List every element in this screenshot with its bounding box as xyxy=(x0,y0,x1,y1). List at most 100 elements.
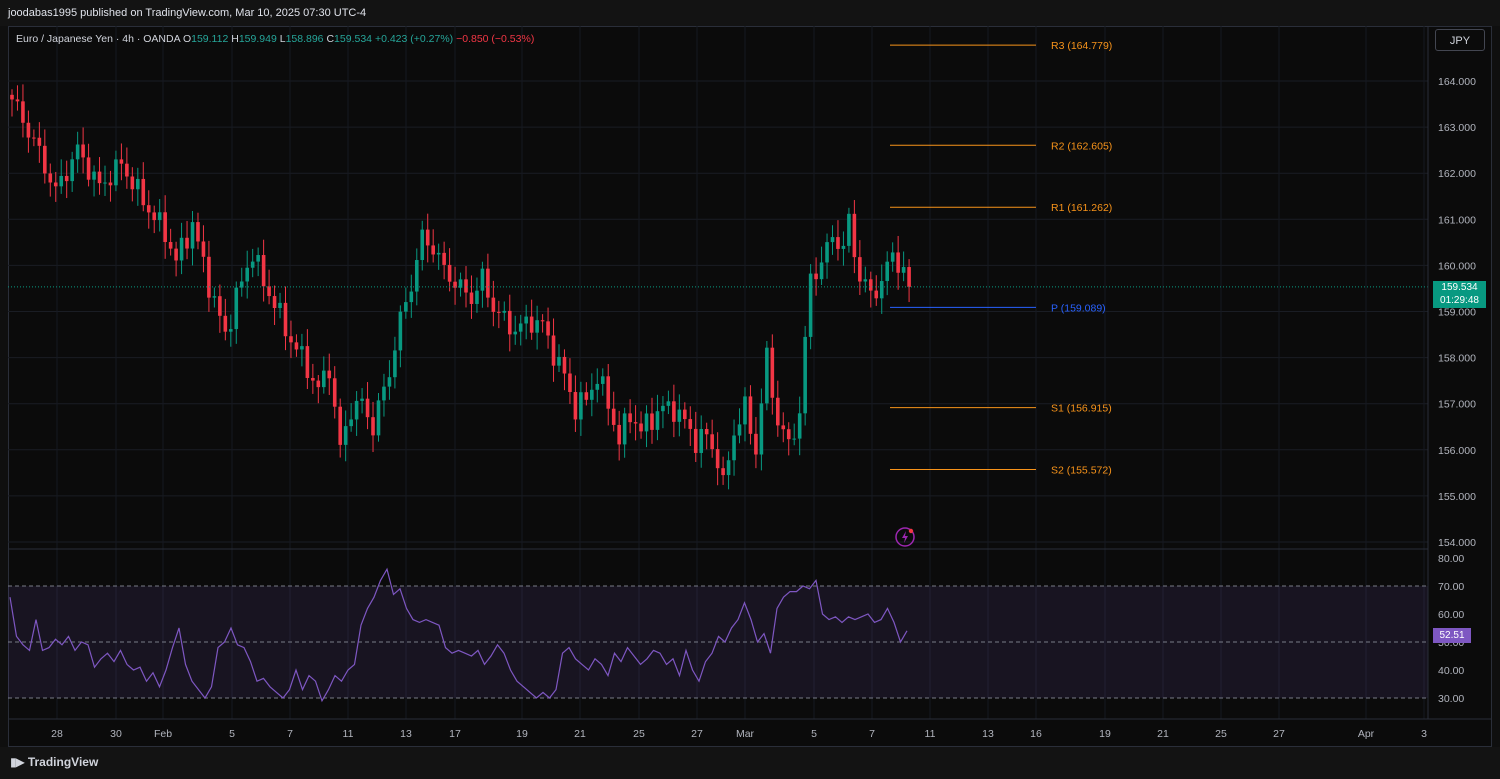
candle-body xyxy=(819,262,824,280)
candle-body xyxy=(475,290,479,304)
price-tick-label: 160.000 xyxy=(1438,260,1476,272)
candle-body xyxy=(365,398,370,418)
candle-body xyxy=(852,213,857,258)
candle-body xyxy=(529,316,534,333)
candle-body xyxy=(185,237,189,249)
price-axis: 164.000 163.000 162.000 161.000 160.000 159.0… xyxy=(1438,76,1476,549)
candle-body xyxy=(507,310,512,335)
candle-body xyxy=(163,212,167,243)
time-tick-label: 11 xyxy=(925,728,936,740)
candle-body xyxy=(425,229,430,246)
candle-body xyxy=(376,400,381,436)
symbol-name[interactable]: Euro / Japanese Yen · 4h · OANDA xyxy=(16,33,181,45)
time-tick-label: 17 xyxy=(449,728,461,740)
low-label: L xyxy=(279,33,286,45)
candle-body xyxy=(179,237,184,261)
candle-body xyxy=(59,175,64,187)
candle-body xyxy=(497,311,501,313)
candle-body xyxy=(814,273,818,280)
candle-body xyxy=(53,182,58,187)
last-price-tag: 159.534 01:29:48 xyxy=(1433,281,1486,308)
candle-body xyxy=(568,373,572,393)
candle-body xyxy=(535,320,539,333)
time-tick-label: 30 xyxy=(110,728,122,740)
candle-body xyxy=(136,178,140,190)
candle-body xyxy=(480,268,485,291)
candle-body xyxy=(21,101,25,123)
rsi-tick-label: 40.00 xyxy=(1438,665,1464,677)
candle-body xyxy=(332,378,337,407)
candle-body xyxy=(229,329,233,332)
tradingview-brand[interactable]: ▮▶ TradingView xyxy=(10,755,98,769)
candle-body xyxy=(546,321,550,336)
candle-body xyxy=(103,182,107,184)
candle-body xyxy=(97,171,102,184)
candle-body xyxy=(32,137,36,139)
candle-body xyxy=(611,408,616,425)
rsi-tick-label: 30.00 xyxy=(1438,693,1464,705)
candle-body xyxy=(436,252,441,255)
candle-body xyxy=(590,389,594,400)
candle-body xyxy=(256,255,260,262)
time-tick-label: 21 xyxy=(1157,728,1169,740)
candle-body xyxy=(721,468,725,476)
candle-body xyxy=(10,94,14,100)
close-label: C xyxy=(326,33,335,45)
price-tick-label: 164.000 xyxy=(1438,76,1476,88)
flash-icon[interactable] xyxy=(895,527,915,547)
close-value: 159.534 xyxy=(334,33,373,45)
candle-body xyxy=(223,315,228,332)
candle-body xyxy=(524,316,528,324)
candle-body xyxy=(825,242,829,263)
candle-body xyxy=(294,342,299,350)
time-tick-label: 3 xyxy=(1421,728,1427,740)
candle-body xyxy=(201,241,206,257)
rsi-tick-label: 60.00 xyxy=(1438,609,1464,621)
high-value: 159.949 xyxy=(238,33,277,45)
price-tick-label: 161.000 xyxy=(1438,214,1476,226)
bar-countdown: 01:29:48 xyxy=(1440,294,1479,306)
price-tick-label: 163.000 xyxy=(1438,122,1476,134)
tradingview-logo-icon: ▮▶ xyxy=(10,755,25,769)
candle-body xyxy=(781,425,786,430)
candle-body xyxy=(732,435,736,461)
candle-body xyxy=(748,396,753,434)
candle-body xyxy=(797,413,802,439)
candle-body xyxy=(218,296,222,316)
time-tick-label: 21 xyxy=(574,728,586,740)
low-value: 158.896 xyxy=(285,33,324,45)
candle-body xyxy=(43,145,47,174)
candle-body xyxy=(130,176,135,190)
candle-body xyxy=(141,178,146,206)
candle-body xyxy=(808,273,813,337)
candle-body xyxy=(37,137,42,146)
legend: Euro / Japanese Yen · 4h · OANDA O159.11… xyxy=(16,33,534,45)
candle-body xyxy=(759,403,764,455)
candle-body xyxy=(245,267,250,282)
currency-button[interactable]: JPY xyxy=(1435,29,1485,51)
pivot-label: R1 (161.262) xyxy=(1051,202,1112,214)
candle-body xyxy=(557,356,561,366)
candle-body xyxy=(414,260,419,292)
high-label: H xyxy=(231,33,239,45)
candle-body xyxy=(776,397,780,426)
time-tick-label: 7 xyxy=(869,728,875,740)
candle-body xyxy=(693,428,698,453)
time-tick-label: 13 xyxy=(400,728,412,740)
candle-body xyxy=(207,256,211,298)
time-tick-label: 11 xyxy=(343,728,354,740)
candle-body xyxy=(639,423,643,432)
price-tick-label: 155.000 xyxy=(1438,491,1476,503)
candle-body xyxy=(600,376,605,384)
candle-body xyxy=(836,237,840,249)
price-tick-label: 156.000 xyxy=(1438,445,1476,457)
candle-body xyxy=(212,296,217,298)
candle-body xyxy=(272,296,277,308)
candle-body xyxy=(70,159,74,182)
time-tick-label: 19 xyxy=(516,728,528,740)
candle-body xyxy=(174,248,178,261)
open-value: 159.112 xyxy=(191,33,229,45)
candle-body xyxy=(704,429,709,435)
pivot-label: P (159.089) xyxy=(1051,302,1106,314)
